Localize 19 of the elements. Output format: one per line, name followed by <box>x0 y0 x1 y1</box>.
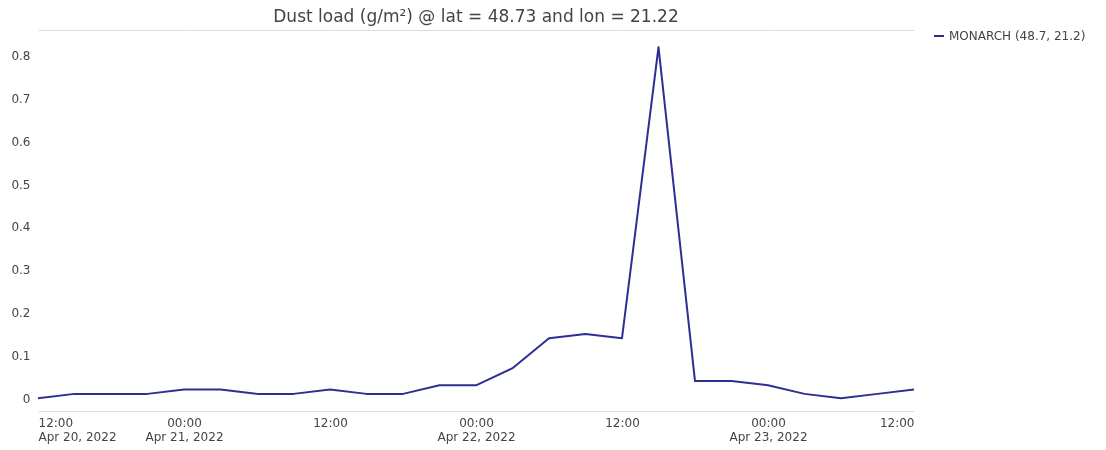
chart-title: Dust load (g/m²) @ lat = 48.73 and lon = 21.22 <box>273 6 679 26</box>
x-tick-label: 12:00 <box>605 415 640 430</box>
x-tick-label: 12:00 Apr 20, 2022 <box>38 415 117 444</box>
x-tick-label: 00:00 Apr 23, 2022 <box>729 415 808 444</box>
y-tick-label: 0.3 <box>11 263 31 278</box>
y-tick-label: 0.1 <box>11 348 31 363</box>
line-series <box>37 46 915 400</box>
y-tick-label: 0.8 <box>11 49 31 64</box>
y-tick-label: 0.7 <box>11 91 31 106</box>
x-tick-label: 00:00 Apr 21, 2022 <box>145 415 224 444</box>
legend-label: MONARCH (48.7, 21.2) <box>949 29 1086 43</box>
y-tick-label: 0.4 <box>11 220 31 235</box>
x-tick-label: 00:00 Apr 22, 2022 <box>437 415 516 444</box>
y-tick-label: 0 <box>22 391 31 406</box>
x-tick-label: 12:00 <box>313 415 348 430</box>
y-tick-label: 0.5 <box>11 177 31 192</box>
y-tick-label: 0.6 <box>11 134 31 149</box>
y-tick-label: 0.2 <box>11 306 31 321</box>
x-tick-label: 12:00 <box>879 415 915 430</box>
